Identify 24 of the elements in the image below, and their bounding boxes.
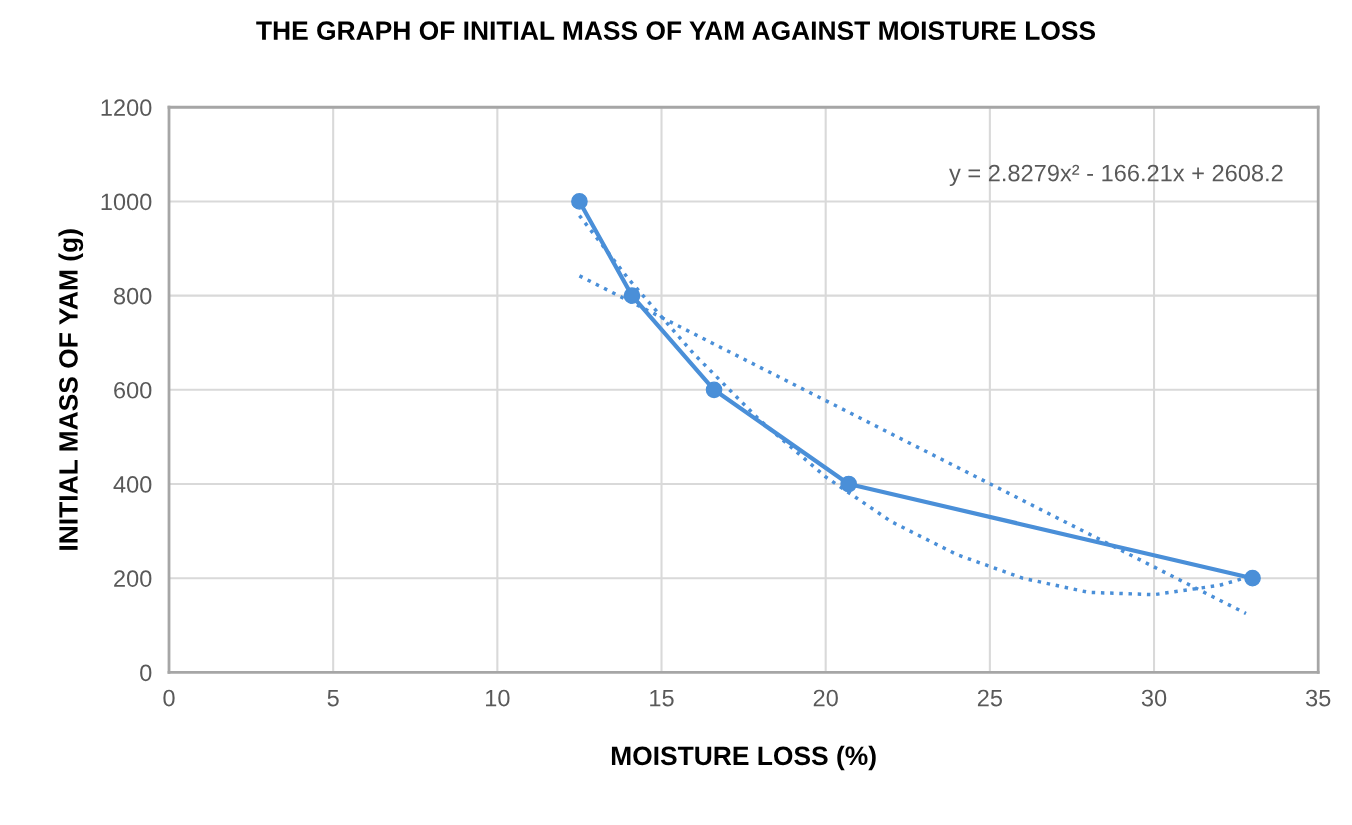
y-tick-label: 600 (114, 381, 152, 399)
x-tick-label: 15 (650, 689, 674, 707)
x-tick-label: 0 (163, 689, 175, 707)
x-tick-label: 10 (486, 689, 510, 707)
y-tick-label: 800 (113, 287, 152, 305)
x-tick-label: 5 (327, 689, 339, 707)
point (840, 475, 858, 493)
y-tick-label: 1200 (101, 99, 152, 117)
x-tick-label: 30 (1141, 689, 1167, 707)
point (571, 193, 588, 210)
x-axis-title: MOISTURE LOSS (%) (611, 745, 876, 771)
y-tick-label: 0 (140, 664, 152, 682)
y-tick-label: 200 (114, 570, 152, 587)
x-tick-label: 20 (813, 689, 838, 707)
x-tick-label: 25 (977, 689, 1002, 707)
x-tick-label: 35 (1305, 689, 1331, 707)
y-tick-label: 1000 (101, 193, 152, 211)
annotation: y = 2.8279x² - 166.21x + 2608.2 (949, 164, 1283, 187)
y-axis-title: INITIAL MASS OF YAM (g) (58, 229, 84, 550)
chart-title: THE GRAPH OF INITIAL MASS OF YAM AGAINST MOISTURE LOSS (256, 21, 1096, 41)
point (705, 381, 723, 399)
point (623, 287, 641, 304)
point (1244, 569, 1261, 587)
y-tick-label: 400 (113, 476, 152, 493)
